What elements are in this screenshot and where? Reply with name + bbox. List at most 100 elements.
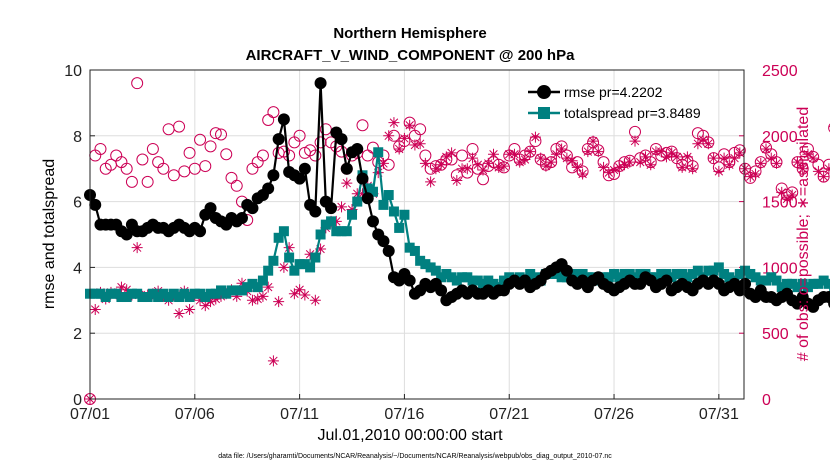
totalspread-point [116,292,127,303]
obs-assimilated-point [613,161,625,173]
totalspread-point [142,292,153,303]
totalspread-point [656,268,667,279]
obs-assimilated-point [467,152,479,164]
totalspread-point [137,292,148,303]
obs-assimilated-point [519,153,531,165]
obs-assimilated-point [765,152,777,164]
totalspread-point [153,292,164,303]
obs-assimilated-point [592,146,604,158]
totalspread-point [236,285,247,296]
totalspread-point [231,285,242,296]
totalspread-point [787,278,798,289]
totalspread-point [347,209,358,220]
totalspread-point [252,282,263,293]
obs-assimilated-point [257,290,269,302]
totalspread-point [415,255,426,266]
obs-assimilated-point [414,138,426,150]
legend: rmse pr=4.2202 totalspread pr=3.8489 [528,84,701,121]
totalspread-point [331,226,342,237]
y-tick-label: 8 [73,129,82,146]
obs-possible-point [828,123,830,133]
obs-assimilated-point [598,161,610,173]
totalspread-point [373,147,384,158]
obs-possible-point [356,119,369,132]
legend-rmse-marker [537,85,551,99]
totalspread-point [650,272,661,283]
rmse-point [309,205,322,218]
obs-assimilated-point [398,132,410,144]
totalspread-point [677,268,688,279]
obs-assimilated-point [823,163,830,175]
x-tick-label: 07/11 [280,406,319,423]
totalspread-point [200,292,211,303]
obs-assimilated-point [718,152,730,164]
obs-assimilated-point [498,160,510,172]
legend-totalspread-marker [538,107,550,119]
totalspread-point [472,275,483,286]
obs-assimilated-point [288,288,300,300]
totalspread-point [462,272,473,283]
totalspread-point [797,278,808,289]
obs-possible-point [456,149,469,162]
obs-assimilated-point [267,355,279,367]
obs-possible-point [94,142,107,155]
y-tick-label: 10 [64,63,82,80]
rmse-point [293,172,306,185]
rmse-point [194,225,207,238]
obs-assimilated-point [786,189,798,201]
obs-assimilated-point [435,159,447,171]
totalspread-point [132,288,143,299]
totalspread-point [221,288,232,299]
y-tick-label: 6 [73,195,82,212]
obs-assimilated-point [440,151,452,163]
totalspread-point [724,272,735,283]
totalspread-point [719,268,730,279]
x-ticks: 07/01 07/06 07/11 07/16 07/21 07/26 07/31 [70,394,739,423]
rmse-point [335,133,348,146]
totalspread-point [158,288,169,299]
obs-possible-point [173,120,186,133]
rmse-point [235,212,248,225]
totalspread-point [483,275,494,286]
obs-possible-point [146,142,159,155]
totalspread-point [147,288,158,299]
obs-assimilated-point [115,281,127,293]
obs-assimilated-point [729,152,741,164]
totalspread-point [420,259,431,270]
x-tick-label: 07/31 [699,406,739,423]
totalspread-point [367,186,378,197]
rmse-point [382,244,395,257]
rmse-point [366,215,379,228]
totalspread-point [802,282,813,293]
totalspread-point [278,226,289,237]
totalspread-point [247,278,258,289]
obs-assimilated-point [283,242,295,254]
totalspread-point [310,252,321,263]
obs-assimilated-point [655,146,667,158]
totalspread-point [713,262,724,273]
obs-assimilated-point [377,157,389,169]
totalspread-point [189,288,200,299]
rmse-point [435,284,448,297]
y-tick-label: 2 [73,326,82,343]
totalspread-point [734,268,745,279]
rmse-point [361,192,374,205]
obs-assimilated-point [357,188,368,200]
obs-assimilated-point [383,130,395,142]
obs-assimilated-point [388,117,400,129]
obs-assimilated-point [566,155,578,167]
obs-possible-point [167,169,180,182]
obs-possible-point [183,146,196,159]
totalspread-point [95,288,106,299]
obs-assimilated-point [734,147,746,159]
obs-assimilated-point [629,135,641,147]
totalspread-point [451,275,462,286]
totalspread-point [682,272,693,283]
obs-assimilated-point [634,156,646,168]
totalspread-point [619,268,630,279]
totalspread-point [556,272,567,283]
obs-assimilated-point [550,148,562,160]
totalspread-point [614,272,625,283]
obs-assimilated-point [739,163,751,175]
